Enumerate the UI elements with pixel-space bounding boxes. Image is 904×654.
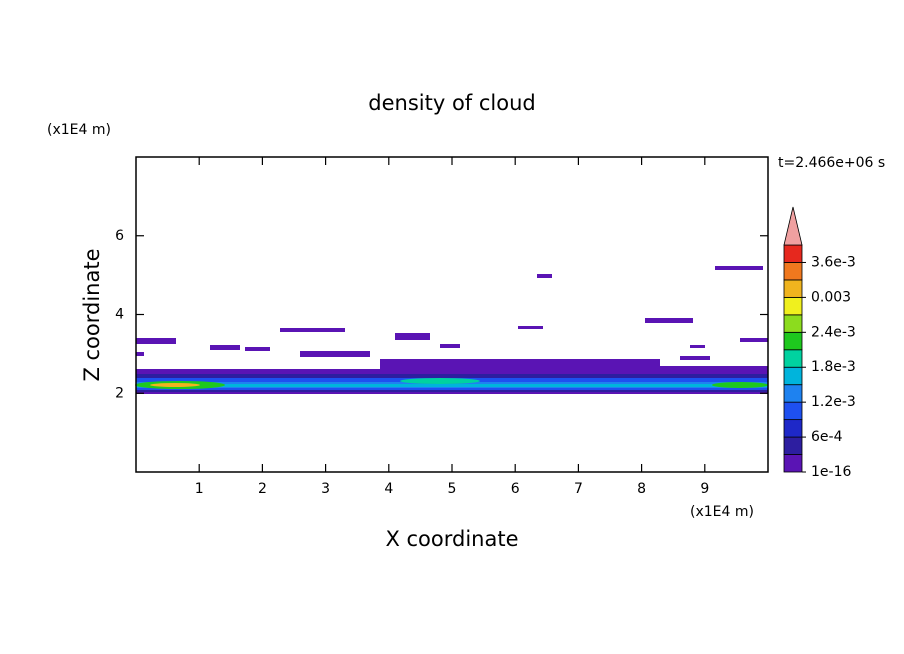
colorbar-tick-label: 2.4e-3 [811, 324, 856, 340]
colorbar-extend [783, 206, 803, 246]
cloud-patch [645, 318, 693, 323]
colorbar-band [783, 401, 803, 421]
cloud-patch [395, 333, 430, 340]
x-tick-label: 8 [637, 481, 646, 497]
colorbar-band [783, 366, 803, 386]
cloud-patch [537, 274, 552, 278]
colorbar-band [783, 384, 803, 403]
cloud-patch [740, 338, 768, 342]
cloud-patch [660, 366, 768, 372]
y-tick-label: 2 [115, 385, 124, 401]
colorbar-tick-label: 6e-4 [811, 429, 843, 445]
cloud-patch [715, 266, 763, 270]
x-tick-label: 9 [700, 481, 709, 497]
x-tick-label: 5 [448, 481, 457, 497]
y-tick-label: 4 [115, 307, 124, 323]
colorbar-tick-label: 1.2e-3 [811, 394, 856, 410]
colorbar-tick-label: 3.6e-3 [811, 254, 856, 270]
cloud-core [150, 383, 200, 387]
colorbar-band [783, 314, 803, 333]
cloud-core [712, 382, 768, 388]
colorbar-band [783, 296, 803, 316]
colorbar-band [783, 279, 803, 298]
y-tick-label: 6 [115, 228, 124, 244]
colorbar-tick-label: 1.8e-3 [811, 359, 856, 375]
cloud-patch [210, 345, 240, 350]
colorbar-band [783, 436, 803, 455]
cloud-patch [690, 345, 705, 348]
y-axis-label: Z coordinate [80, 248, 104, 381]
cloud-band [136, 384, 768, 387]
cloud-patch [245, 347, 270, 351]
cloud-patch [440, 344, 460, 348]
cloud-patch [518, 326, 543, 329]
x-tick-label: 6 [511, 481, 520, 497]
cloud-patch [380, 359, 660, 369]
y-unit: (x1E4 m) [47, 122, 111, 138]
cloud-patch [280, 328, 345, 332]
cloud-patch [680, 356, 710, 360]
colorbar-band [783, 419, 803, 438]
annotation: t=2.466e+06 s [778, 155, 885, 171]
colorbar-tick-label: 1e-16 [811, 464, 851, 480]
colorbar-band [783, 244, 803, 263]
colorbar-tick-label: 0.003 [811, 289, 851, 305]
x-tick-label: 7 [574, 481, 583, 497]
cloud-core [400, 378, 480, 384]
x-axis-label: X coordinate [385, 527, 518, 551]
chart-title: density of cloud [368, 91, 535, 115]
x-tick-label: 2 [258, 481, 267, 497]
cloud-field [135, 266, 768, 394]
colorbar-band [783, 331, 803, 351]
x-tick-label: 4 [384, 481, 393, 497]
cloud-patch [300, 351, 370, 357]
x-tick-label: 3 [321, 481, 330, 497]
x-unit: (x1E4 m) [690, 504, 754, 520]
x-tick-label: 1 [195, 481, 204, 497]
cloud-patch [136, 352, 144, 356]
cloud-patch [136, 338, 176, 344]
colorbar-band [783, 454, 803, 473]
colorbar-band [783, 262, 803, 281]
colorbar-band [783, 349, 803, 368]
